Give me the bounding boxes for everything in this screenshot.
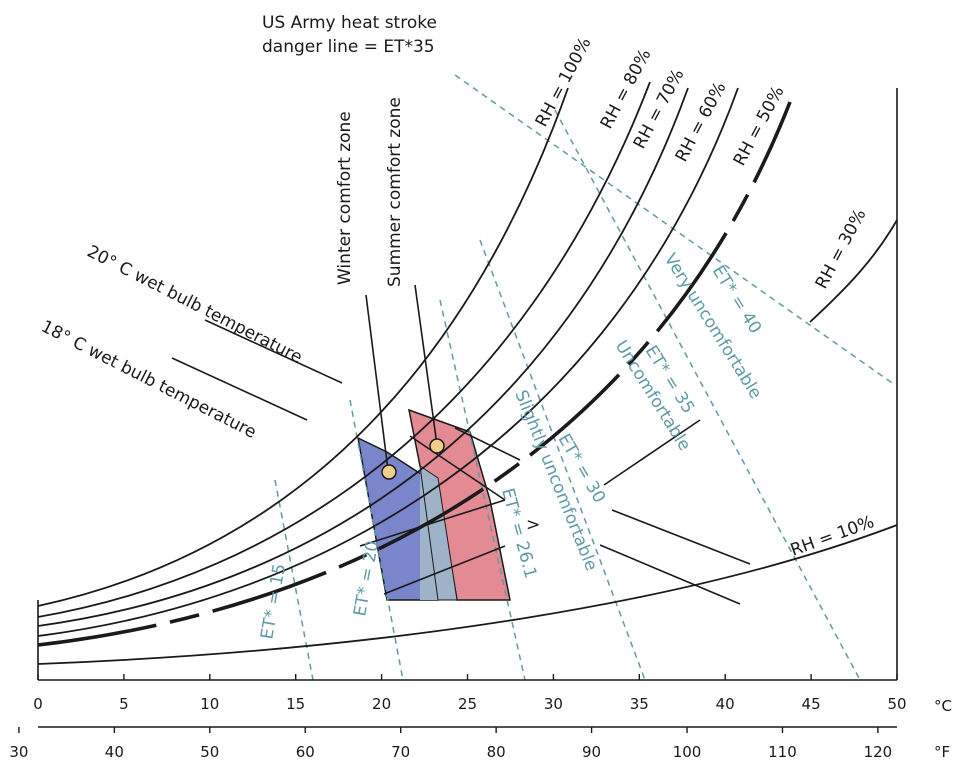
fahrenheit-axis: 30 40 50 60 70 80 90 100 110 120 °F: [9, 726, 950, 761]
et35-line: [554, 109, 861, 681]
fahrenheit-tick-label: 70: [391, 743, 410, 761]
rh10-curve: [37, 524, 898, 665]
winter-pointer-line: [365, 294, 389, 471]
rh70-curve: [37, 87, 689, 627]
fahrenheit-tick-label: 120: [864, 743, 893, 761]
summer-zone-label: Summer comfort zone: [385, 97, 405, 287]
summer-marker: [429, 438, 445, 454]
et20-label: ET* = 20: [350, 539, 383, 618]
celsius-tick-label: 35: [630, 695, 649, 713]
celsius-tick-label: 10: [200, 695, 219, 713]
celsius-tick-label: 45: [802, 695, 821, 713]
winter-marker: [381, 464, 397, 480]
celsius-tick-label: 5: [119, 695, 129, 713]
celsius-unit: °C: [934, 697, 952, 715]
fahrenheit-tick-label: 110: [768, 743, 797, 761]
fahrenheit-unit: °F: [934, 743, 950, 761]
misc-lines: [171, 284, 751, 605]
fahrenheit-tick-label: 90: [582, 743, 601, 761]
rh30-label: RH = 30%: [812, 206, 871, 293]
wb20-line: [204, 319, 343, 384]
gt-lower-line: [599, 544, 741, 605]
celsius-tick-label: 30: [544, 695, 563, 713]
et40-line: [454, 74, 896, 386]
fahrenheit-tick-label: 50: [200, 743, 219, 761]
celsius-tick-label: 40: [716, 695, 735, 713]
celsius-tick-label: 0: [33, 695, 43, 713]
winter-zone-label: Winter comfort zone: [335, 111, 355, 285]
zone-top-line: [409, 435, 506, 501]
rh30-curve: [809, 219, 898, 323]
celsius-tick-label: 50: [887, 695, 906, 713]
celsius-tick-label: 25: [458, 695, 477, 713]
fahrenheit-tick-label: 80: [487, 743, 506, 761]
zone-upper-line: [454, 427, 521, 461]
army-line-text-2: danger line = ET*35: [262, 37, 435, 57]
et30-line: [479, 239, 646, 681]
fahrenheit-tick-label: 30: [9, 743, 28, 761]
rh100-label: RH = 100%: [532, 34, 596, 130]
rh60-label: RH = 60%: [672, 79, 731, 166]
army-line-text-1: US Army heat stroke: [262, 13, 437, 33]
wb20-label: 20° C wet bulb temperature: [84, 242, 306, 368]
zone-low-line: [383, 545, 506, 595]
et26-line: [439, 299, 526, 681]
zone-mid-line: [359, 499, 506, 547]
fahrenheit-tick-label: 40: [105, 743, 124, 761]
wb18-label: 18° C wet bulb temperature: [38, 317, 260, 443]
celsius-ticks: 0 5 10 15 20 25 30 35 40 45 50: [33, 674, 907, 713]
celsius-tick-label: 15: [286, 695, 305, 713]
rh60-curve: [37, 87, 739, 637]
wb18-line: [171, 357, 308, 421]
gt-upper-line: [611, 509, 751, 565]
greater-than-sign: >: [526, 515, 540, 535]
celsius-axis: 0 5 10 15 20 25 30 35 40 45 50 °C: [33, 674, 952, 715]
summer-pointer-line: [414, 284, 438, 446]
celsius-tick-label: 20: [372, 695, 391, 713]
rh100-curve: [37, 87, 569, 607]
et15-label: ET* = 15: [257, 562, 290, 641]
fahrenheit-tick-label: 100: [673, 743, 702, 761]
fahrenheit-tick-label: 60: [296, 743, 315, 761]
et20-line: [349, 399, 404, 681]
fahrenheit-ticks: 30 40 50 60 70 80 90 100 110 120: [9, 727, 892, 761]
rh-connector-line: [603, 419, 701, 486]
overlap-band: [419, 464, 458, 601]
rh50-curve: [37, 101, 792, 647]
